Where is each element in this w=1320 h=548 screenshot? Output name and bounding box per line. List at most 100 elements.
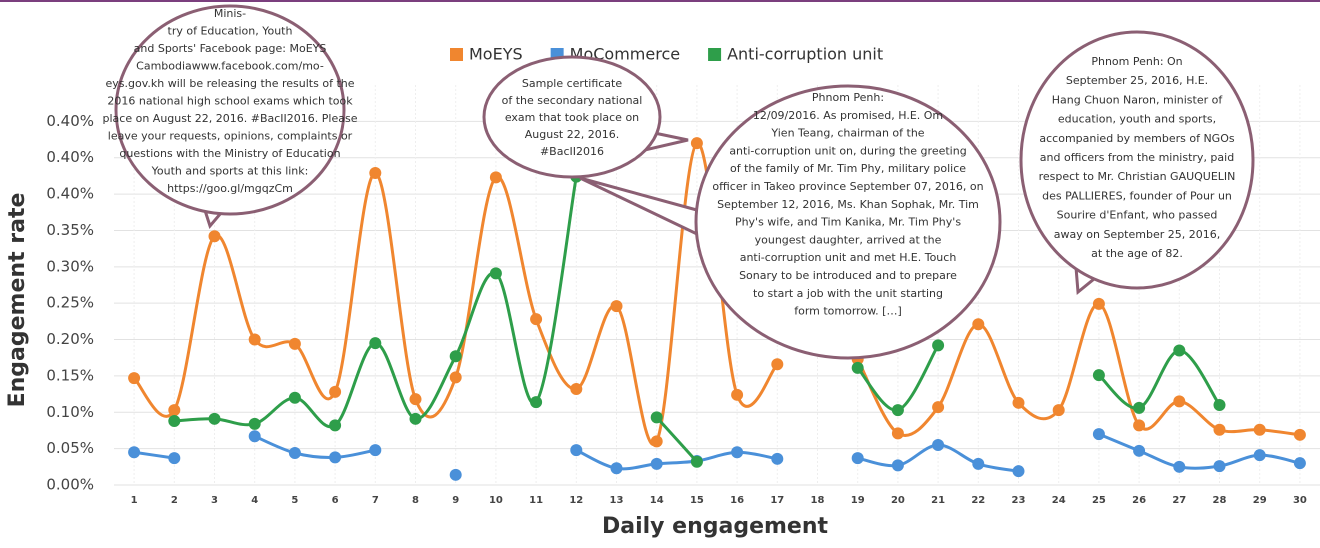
annotation-text: and officers from the ministry, paid [1040, 151, 1234, 164]
annotation-text: Sourire d'Enfant, who passed [1057, 209, 1218, 222]
annotation-text: place on August 22, 2016. #BacII2016. Pl… [103, 112, 358, 125]
x-tick-label: 19 [851, 495, 865, 506]
x-tick-label: 1 [131, 495, 138, 506]
annotation-text: Phnom Penh: On [1091, 55, 1182, 68]
data-point [972, 457, 985, 470]
data-point [288, 391, 301, 404]
x-tick-label: 9 [452, 495, 459, 506]
data-point [650, 457, 663, 470]
annotation-text: officer in Takeo province September 07, … [712, 180, 983, 193]
y-tick-label: 0.25% [46, 294, 94, 312]
annotation-text: leave your requests, opinions, complaint… [108, 130, 353, 143]
annotation-text: https://goo.gl/mgqzCm [167, 182, 293, 195]
data-point [690, 137, 703, 150]
legend-swatch [708, 48, 722, 61]
x-tick-label: 15 [690, 495, 704, 506]
callout-bubble [1019, 30, 1255, 290]
data-point [369, 167, 382, 179]
data-point [248, 417, 261, 430]
data-point [168, 452, 181, 465]
data-point [771, 452, 784, 465]
x-tick-label: 16 [730, 495, 744, 506]
x-tick-label: 28 [1213, 495, 1227, 506]
data-point [1052, 404, 1065, 417]
x-tick-label: 13 [610, 495, 624, 506]
x-tick-label: 24 [1052, 495, 1066, 506]
annotation-text: respect to Mr. Christian GAUQUELIN [1039, 170, 1236, 183]
data-point [690, 455, 703, 468]
series-line [174, 176, 1221, 463]
annotation-text: Phy's wife, and Tim Kanika, Mr. Tim Phy'… [735, 216, 961, 229]
annotation-text: Minis- [214, 7, 246, 20]
annotation-text: away on September 25, 2016, [1054, 228, 1220, 241]
data-point [932, 401, 945, 414]
data-point [530, 313, 543, 326]
annotation: Minis-try of Education, Youth and Sports'… [103, 4, 358, 230]
legend-label: MoEYS [469, 45, 523, 64]
x-tick-label: 25 [1092, 495, 1106, 506]
annotation-text: Yien Teang, chairman of the [770, 127, 924, 140]
data-point [1213, 423, 1226, 436]
x-tick-label: 21 [931, 495, 945, 506]
data-point [650, 435, 663, 448]
data-point [771, 358, 784, 371]
data-point [329, 419, 342, 432]
data-point [731, 446, 744, 459]
y-tick-label: 0.20% [46, 330, 94, 348]
annotation: Phnom Penh: On September 25, 2016, H.E. Ha… [1019, 30, 1255, 295]
annotation-text: Phnom Penh: [812, 91, 884, 104]
data-point [1253, 423, 1266, 436]
annotation-text: Youth and sports at this link: [151, 165, 309, 178]
annotation-text: anti-corruption unit on, during the gree… [729, 144, 966, 157]
x-tick-label: 14 [650, 495, 664, 506]
x-tick-label: 17 [770, 495, 784, 506]
data-point [610, 462, 623, 475]
data-point [891, 404, 904, 417]
data-point [449, 468, 462, 481]
data-point [1173, 460, 1186, 473]
data-point [1012, 396, 1025, 409]
data-point [168, 415, 181, 427]
annotation-text: and Sports' Facebook page: MoEYS [134, 42, 327, 55]
x-tick-label: 11 [529, 495, 543, 506]
x-tick-label: 7 [372, 495, 379, 506]
y-tick-label: 0.40% [46, 185, 94, 203]
annotation-text: September 12, 2016, Ms. Khan Sophak, Mr.… [717, 198, 979, 211]
data-point [409, 412, 422, 425]
data-point [972, 318, 985, 331]
annotation-text: of the secondary national [502, 94, 643, 107]
callout-bubble [694, 84, 1002, 360]
data-point [1213, 460, 1226, 473]
x-tick-label: 3 [211, 495, 218, 506]
annotation-text: 12/09/2016. As promised, H.E. Om [753, 109, 943, 122]
data-point [1092, 297, 1105, 310]
data-point [288, 447, 301, 459]
data-point [932, 339, 945, 352]
data-point [489, 267, 502, 280]
x-tick-label: 20 [891, 495, 905, 506]
legend-label: Anti-corruption unit [727, 45, 883, 64]
x-tick-label: 10 [489, 495, 503, 506]
data-point [128, 446, 141, 459]
data-point [369, 444, 382, 457]
data-point [409, 393, 422, 406]
x-axis-label: Daily engagement [602, 514, 829, 539]
data-point [248, 430, 261, 443]
x-tick-label: 22 [971, 495, 985, 506]
data-point [1092, 369, 1105, 382]
annotation: Sample certificate of the secondary natio… [482, 55, 689, 179]
y-tick-label: 0.10% [46, 403, 94, 421]
annotation: Phnom Penh: 12/09/2016. As promised, H.E.… [579, 84, 1002, 360]
annotation-text: eys.gov.kh will be releasing the results… [105, 77, 354, 90]
top-bar [0, 0, 1320, 2]
data-point [1293, 457, 1306, 470]
data-point [891, 459, 904, 472]
x-tick-label: 12 [569, 495, 583, 506]
data-point [1173, 395, 1186, 408]
data-point [248, 333, 261, 346]
data-point [168, 404, 181, 417]
data-point [1293, 428, 1306, 441]
data-point [731, 388, 744, 401]
annotation-text: education, youth and sports, [1058, 113, 1216, 126]
